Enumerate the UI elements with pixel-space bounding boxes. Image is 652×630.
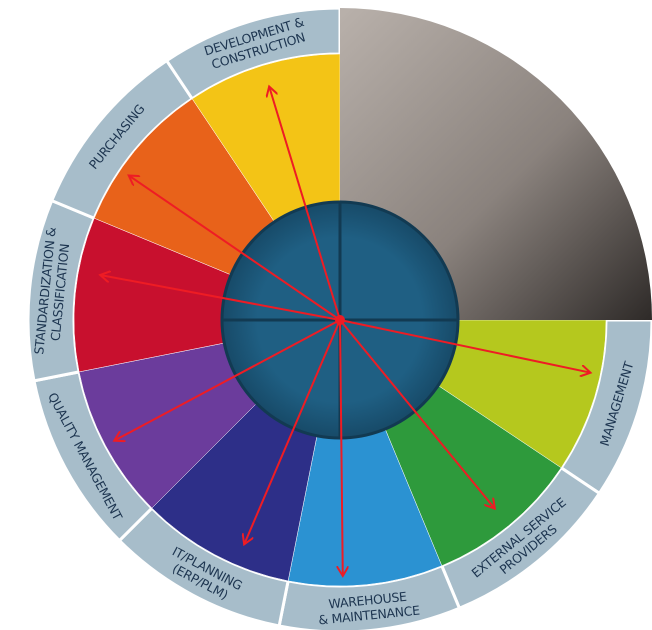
arrow-origin (335, 315, 345, 325)
page: {"segments": [ {"lines": ["MANAGEMENT"],… (0, 0, 652, 630)
wheel-diagram: MANAGEMENTEXTERNAL SERVICEPROVIDERSWAREH… (0, 0, 652, 630)
